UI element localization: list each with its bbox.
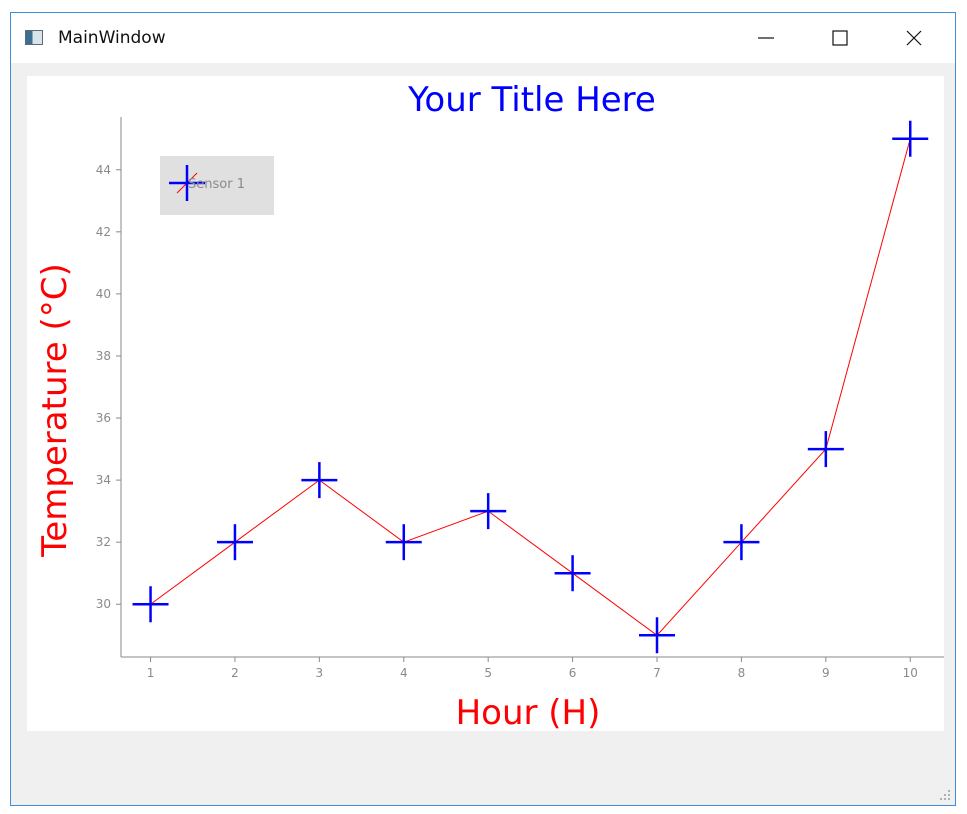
data-point-marker[interactable]	[385, 524, 422, 561]
y-tick-label: 30	[96, 597, 111, 611]
x-tick-label: 3	[316, 666, 324, 680]
y-tick-label: 36	[96, 411, 111, 425]
app-window-icon	[25, 30, 43, 45]
minimize-icon	[758, 37, 774, 39]
y-tick-label: 44	[96, 163, 111, 177]
title-bar[interactable]: MainWindow	[11, 13, 955, 63]
data-point-marker[interactable]	[216, 524, 253, 561]
x-tick-label: 9	[822, 666, 830, 680]
x-tick-label: 2	[231, 666, 239, 680]
series-layer	[132, 120, 929, 654]
chart-title: Your Title Here	[407, 80, 656, 120]
x-tick-label: 5	[484, 666, 492, 680]
y-tick-label: 32	[96, 535, 111, 549]
x-axis-ticks: 1 2 3 4 5 6 7 8 9 10	[147, 657, 918, 680]
legend-marker-swatch	[169, 165, 205, 201]
data-point-marker[interactable]	[132, 586, 169, 623]
resize-grip-icon[interactable]	[939, 789, 951, 801]
y-tick-label: 42	[96, 225, 111, 239]
series-line	[150, 138, 911, 636]
y-tick-label: 34	[96, 473, 111, 487]
x-axis-label: Hour (H)	[456, 693, 601, 731]
y-axis-ticks: 30 32 34 36 38 40 42 44	[96, 163, 121, 611]
minimize-button[interactable]	[731, 13, 801, 63]
data-point-marker[interactable]	[807, 431, 844, 468]
window-title: MainWindow	[58, 28, 166, 48]
data-point-marker[interactable]	[723, 524, 760, 561]
x-tick-label: 7	[653, 666, 661, 680]
x-tick-label: 6	[569, 666, 577, 680]
x-tick-label: 1	[147, 666, 155, 680]
close-button[interactable]	[879, 13, 949, 63]
y-tick-label: 40	[96, 287, 111, 301]
data-point-marker[interactable]	[554, 555, 591, 592]
x-tick-label: 4	[400, 666, 408, 680]
legend[interactable]: Sensor 1	[160, 156, 274, 215]
plot-widget[interactable]: Your Title Here Hour (H) Temperature (°C…	[27, 76, 944, 731]
x-tick-label: 8	[738, 666, 746, 680]
data-point-marker[interactable]	[470, 493, 507, 530]
legend-box	[160, 156, 274, 215]
x-tick-label: 10	[903, 666, 918, 680]
y-axis-label: Temperature (°C)	[35, 263, 75, 557]
data-point-marker[interactable]	[639, 617, 676, 654]
y-tick-label: 38	[96, 349, 111, 363]
close-icon	[906, 30, 922, 46]
data-point-marker[interactable]	[892, 120, 929, 157]
maximize-button[interactable]	[805, 13, 875, 63]
line-chart[interactable]: Your Title Here Hour (H) Temperature (°C…	[27, 76, 944, 731]
main-window: MainWindow Your Title Here Hour (H) Temp…	[10, 12, 956, 806]
data-point-marker[interactable]	[301, 462, 338, 499]
legend-series-label: Sensor 1	[188, 177, 245, 192]
maximize-icon	[832, 30, 848, 46]
